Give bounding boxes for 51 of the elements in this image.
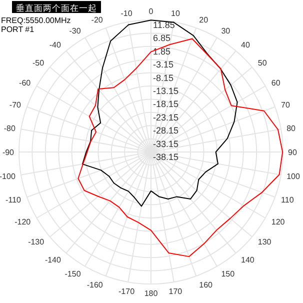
spoke-label: -70 <box>9 100 22 110</box>
spoke-label: 40 <box>241 40 250 50</box>
y-tick-label: -23.15 <box>153 112 179 122</box>
y-tick-label: -28.15 <box>153 126 179 136</box>
spoke-label: 10 <box>171 9 180 18</box>
spoke-label: 130 <box>258 238 272 247</box>
spoke-label: -150 <box>64 270 82 279</box>
spoke-label: 160 <box>199 280 214 290</box>
spoke-label: -40 <box>49 40 62 50</box>
y-tick-label: 6.85 <box>153 33 171 44</box>
chart-title: 垂直面两个面在一起 <box>16 3 97 13</box>
spoke-label: -60 <box>19 78 32 88</box>
spoke-label: 70 <box>281 100 290 110</box>
spoke-label: 80 <box>286 124 296 134</box>
spoke-label: 30 <box>221 26 231 36</box>
y-tick-label: -3.15 <box>153 60 174 70</box>
y-tick-label: -33.15 <box>153 138 179 149</box>
spoke-label: 120 <box>271 218 286 226</box>
spoke-label: 0 <box>148 7 154 16</box>
y-tick-label: -18.15 <box>153 99 179 110</box>
spoke-label: -30 <box>69 26 82 36</box>
spoke-label: 110 <box>281 195 294 204</box>
spoke-label: -140 <box>44 255 62 264</box>
spoke-label: -160 <box>86 280 104 290</box>
spoke-label: -120 <box>14 218 32 226</box>
annotation: PORT #1 <box>1 25 34 34</box>
spoke-label: 90 <box>288 148 298 157</box>
spoke-label: 140 <box>241 255 255 264</box>
spoke-label: 180 <box>144 289 158 298</box>
y-tick-label: -38.15 <box>153 152 179 162</box>
spoke-label: 170 <box>168 286 183 296</box>
y-tick-label: -8.15 <box>153 72 174 83</box>
y-tick-label: 1.85 <box>153 46 171 56</box>
spoke-label: -50 <box>32 58 45 68</box>
spoke-label: -10 <box>120 9 133 18</box>
spoke-label: -130 <box>28 238 45 247</box>
spoke-label: 60 <box>271 78 281 88</box>
title: 垂直面两个面在一起 <box>12 1 101 13</box>
spoke-label: -20 <box>91 16 104 25</box>
spoke-label: -170 <box>118 286 136 296</box>
annotation: FREQ:5550.00MHz <box>1 16 71 25</box>
spoke-label: 100 <box>286 172 300 181</box>
spoke-label: 20 <box>199 16 209 25</box>
spoke-label: -100 <box>0 172 16 181</box>
spoke-label: -80 <box>4 124 16 134</box>
y-tick-label: 11.85 <box>153 20 175 30</box>
spoke-label: -90 <box>2 148 15 157</box>
spoke-label: -110 <box>6 195 22 204</box>
spoke-label: 50 <box>258 58 268 68</box>
y-tick-label: -13.15 <box>153 86 179 96</box>
spoke-label: 150 <box>221 270 236 279</box>
